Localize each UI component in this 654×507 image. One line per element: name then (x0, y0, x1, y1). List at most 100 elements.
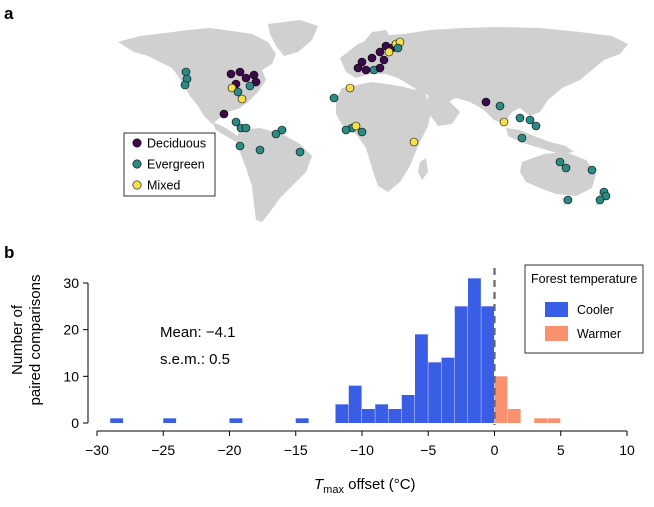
x-tick-label: 0 (491, 442, 499, 458)
site-marker (277, 125, 287, 135)
y-axis-title-line1: Number of (9, 304, 26, 375)
site-marker (245, 81, 255, 91)
y-tick-label: 0 (71, 415, 79, 431)
sem-stat: s.e.m.: 0.5 (160, 351, 230, 368)
site-marker (495, 101, 505, 111)
histogram-bar-warmer (507, 409, 521, 423)
africa-landmass (336, 82, 432, 192)
site-markers (180, 37, 611, 205)
legend-swatch-warmer (545, 326, 568, 341)
x-axis-title-variable: T (314, 476, 325, 493)
histogram-bar-cooler (375, 404, 389, 423)
x-tick-label: −25 (151, 442, 175, 458)
histogram-bar-warmer (534, 418, 548, 423)
madagascar-landmass (418, 158, 428, 180)
x-axis-ticks: −30 −25 −20 −15 −10 −5 0 5 10 (85, 431, 635, 458)
site-marker (181, 67, 191, 77)
site-marker (587, 165, 597, 175)
north-america-landmass (118, 28, 276, 124)
site-marker (595, 195, 605, 205)
site-marker (255, 145, 265, 155)
site-marker (361, 65, 371, 75)
histogram-bar-cooler (335, 404, 349, 423)
southeast-asia-islands (506, 128, 574, 154)
south-america-landmass (236, 128, 312, 222)
x-axis-title: Tmax offset (°C) (314, 476, 416, 496)
site-marker (345, 83, 355, 93)
histogram-bar-cooler (481, 306, 495, 423)
site-marker (235, 141, 245, 151)
site-marker (241, 73, 251, 83)
site-marker (561, 163, 571, 173)
legend-swatch-cooler (545, 302, 568, 317)
x-tick-label: −10 (350, 442, 374, 458)
site-marker (357, 57, 367, 67)
histogram-bar-cooler (295, 418, 309, 423)
x-tick-label: 10 (619, 442, 635, 458)
histogram-legend: Forest temperature Cooler Warmer (524, 264, 644, 354)
site-marker (384, 47, 394, 57)
y-tick-label: 10 (63, 368, 79, 384)
histogram-bar-warmer (494, 376, 508, 423)
x-tick-label: 5 (557, 442, 565, 458)
site-marker (481, 97, 491, 107)
site-marker (329, 93, 339, 103)
histogram-legend-title: Forest temperature (531, 272, 637, 286)
greenland-landmass (268, 20, 318, 56)
histogram-bar-cooler (163, 418, 177, 423)
site-marker (515, 113, 525, 123)
eurasia-landmass (340, 27, 628, 124)
site-marker (295, 147, 305, 157)
site-marker (499, 117, 509, 127)
site-marker (357, 127, 367, 137)
site-marker (353, 63, 363, 73)
x-tick-label: −30 (85, 442, 109, 458)
legend-label-evergreen: Evergreen (147, 158, 205, 172)
histogram-bar-cooler (428, 362, 442, 423)
site-marker (555, 157, 565, 167)
map-legend: Deciduous Evergreen Mixed (123, 132, 216, 197)
y-axis-title-line2: paired comparisons (27, 275, 44, 406)
site-marker (226, 69, 236, 79)
world-map: Deciduous Evergreen Mixed (118, 20, 628, 222)
site-marker (379, 55, 389, 65)
histogram-bar-cooler (229, 418, 243, 423)
site-marker (227, 83, 237, 93)
site-marker (409, 137, 419, 147)
histogram-bar-cooler (401, 395, 415, 423)
histogram-bar-cooler (362, 409, 375, 423)
legend-label-mixed: Mixed (147, 179, 180, 193)
y-tick-label: 20 (63, 322, 79, 338)
mean-stat: Mean: −4.1 (160, 324, 235, 341)
legend-label-warmer: Warmer (577, 327, 621, 341)
site-marker (237, 94, 247, 104)
legend-label-deciduous: Deciduous (147, 137, 206, 151)
x-tick-label: −20 (218, 442, 242, 458)
legend-marker-evergreen (132, 159, 142, 169)
y-axis-title: Number of paired comparisons (9, 275, 44, 406)
site-marker (601, 191, 611, 201)
site-marker (393, 43, 403, 53)
histogram-bar-cooler (441, 357, 455, 423)
site-marker (233, 87, 243, 97)
x-tick-label: −5 (420, 442, 436, 458)
histogram-bar-cooler (348, 385, 362, 423)
histogram-plot: −30 −25 −20 −15 −10 −5 0 5 10 0 10 20 30 Mean: −4.1… (9, 264, 644, 496)
legend-label-cooler: Cooler (577, 303, 614, 317)
australia-landmass (520, 152, 596, 196)
histogram-bar-warmer (547, 418, 561, 423)
site-marker (351, 121, 361, 131)
histogram-bars (110, 278, 561, 423)
site-marker (271, 129, 281, 139)
y-tick-label: 30 (63, 275, 79, 291)
legend-marker-deciduous (132, 138, 142, 148)
x-tick-label: −15 (284, 442, 308, 458)
histogram-bar-cooler (110, 418, 124, 423)
x-axis-title-rest: offset (°C) (344, 476, 416, 493)
site-marker (563, 195, 573, 205)
site-marker (375, 63, 385, 73)
legend-marker-mixed (132, 180, 142, 190)
site-marker (367, 53, 377, 63)
panel-a-label: a (4, 4, 14, 23)
